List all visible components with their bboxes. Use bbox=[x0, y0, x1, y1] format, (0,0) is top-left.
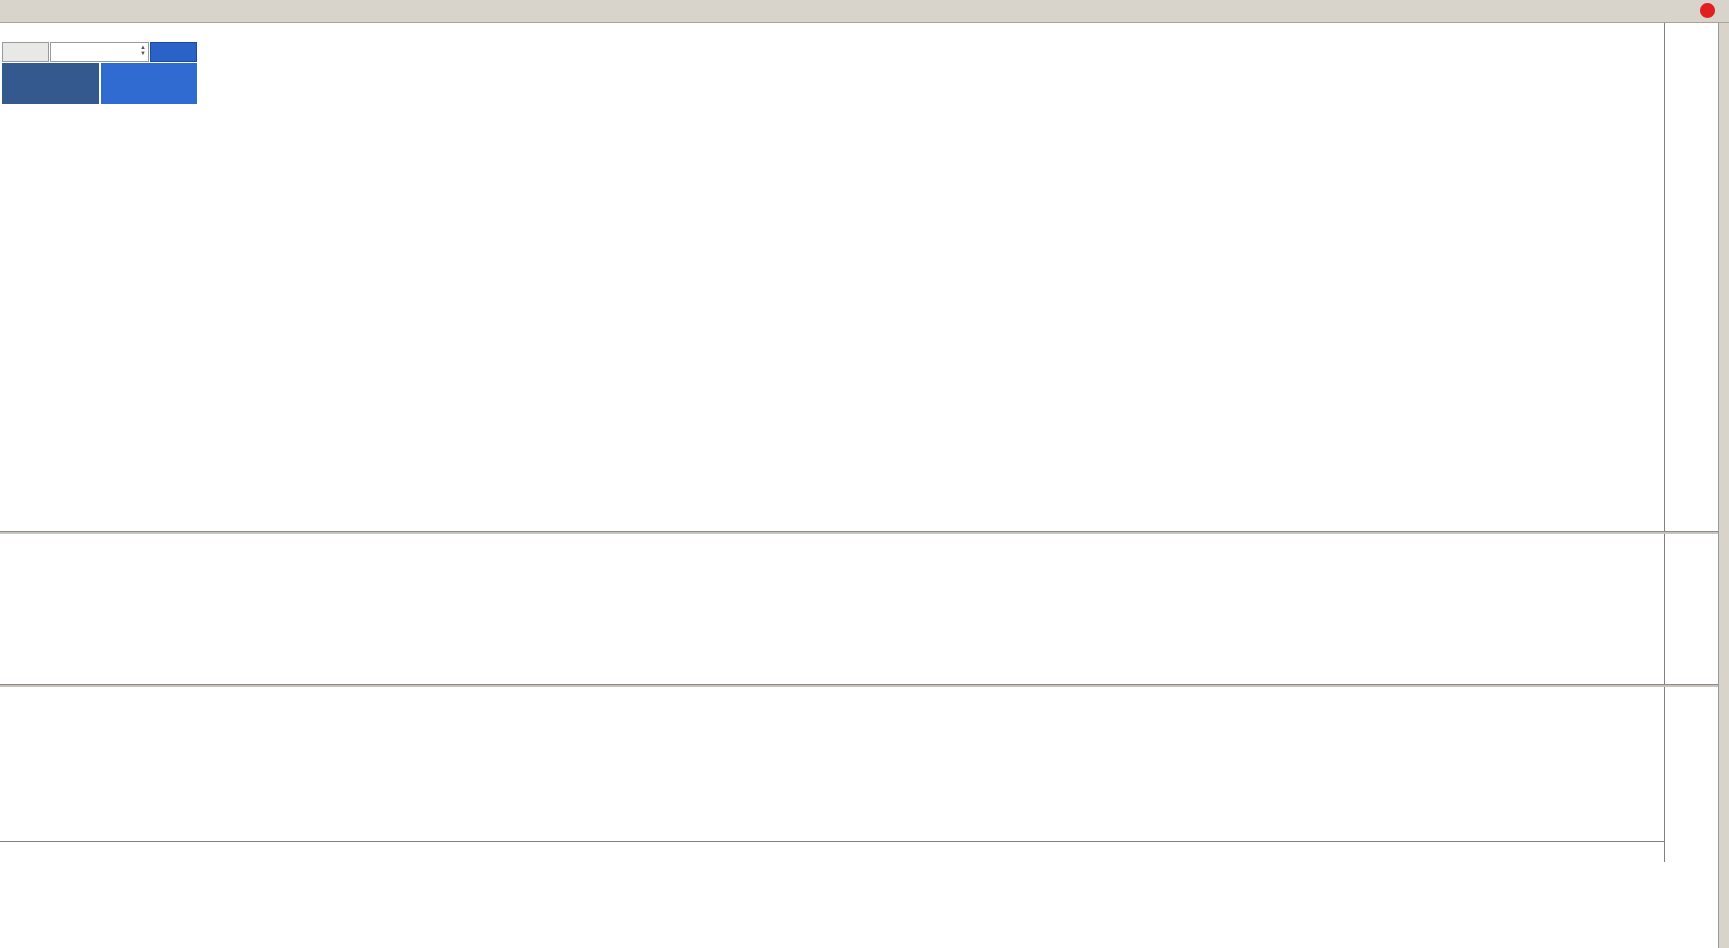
panel-splitter[interactable] bbox=[0, 684, 1729, 687]
trade-panel-top-row: ▲ ▼ bbox=[2, 42, 197, 62]
main-chart-panel[interactable]: ▲ ▼ bbox=[0, 22, 1664, 531]
panel-splitter[interactable] bbox=[0, 531, 1729, 534]
rsi-chart bbox=[0, 687, 1664, 841]
rsi-panel[interactable] bbox=[0, 687, 1664, 841]
macd-panel[interactable] bbox=[0, 534, 1664, 684]
notification-badge[interactable] bbox=[1700, 3, 1715, 18]
trade-panel-price-row bbox=[2, 63, 197, 104]
sell-price-button[interactable] bbox=[2, 63, 99, 104]
volume-input[interactable]: ▲ ▼ bbox=[50, 42, 149, 62]
macd-chart bbox=[0, 534, 1664, 684]
buy-button[interactable] bbox=[150, 42, 197, 62]
date-axis[interactable] bbox=[0, 841, 1664, 863]
sell-button[interactable] bbox=[2, 42, 49, 62]
buy-price-button[interactable] bbox=[100, 63, 197, 104]
volume-stepper[interactable]: ▲ ▼ bbox=[140, 45, 146, 57]
window-right-edge bbox=[1718, 22, 1729, 948]
window-toolbar bbox=[0, 0, 1729, 23]
candlestick-chart bbox=[0, 22, 1664, 531]
price-axis[interactable] bbox=[1664, 22, 1718, 862]
one-click-trading-panel: ▲ ▼ bbox=[2, 42, 197, 104]
toolbar-items bbox=[0, 0, 1729, 22]
